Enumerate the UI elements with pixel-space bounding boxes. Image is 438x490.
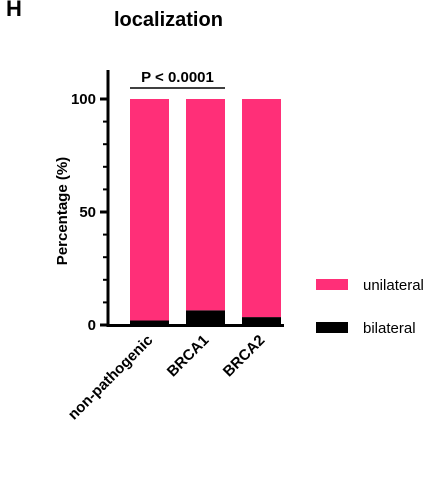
y-tick-label: 0 [88,317,96,334]
y-tick-label: 50 [79,204,96,221]
legend-swatch-unilateral [316,279,348,290]
bar-unilateral-brca2 [242,99,281,318]
chart-title: localization [114,9,223,31]
y-tick-label: 100 [71,91,96,108]
bar-bilateral-brca2 [242,317,281,325]
bar-unilateral-non-pathogenic [130,99,169,321]
legend-label-unilateral: unilateral [363,277,424,294]
significance-label: P < 0.0001 [141,69,214,86]
x-tick-label: BRCA2 [220,332,269,381]
bar-unilateral-brca1 [186,99,225,311]
x-tick-label: non-pathogenic [65,332,157,424]
panel-label: H [6,0,22,21]
y-axis-label: Percentage (%) [54,157,71,265]
bar-bilateral-brca1 [186,310,225,325]
legend-swatch-bilateral [316,322,348,333]
bar-bilateral-non-pathogenic [130,320,169,325]
legend-label-bilateral: bilateral [363,320,416,337]
x-tick-label: BRCA1 [164,332,213,381]
